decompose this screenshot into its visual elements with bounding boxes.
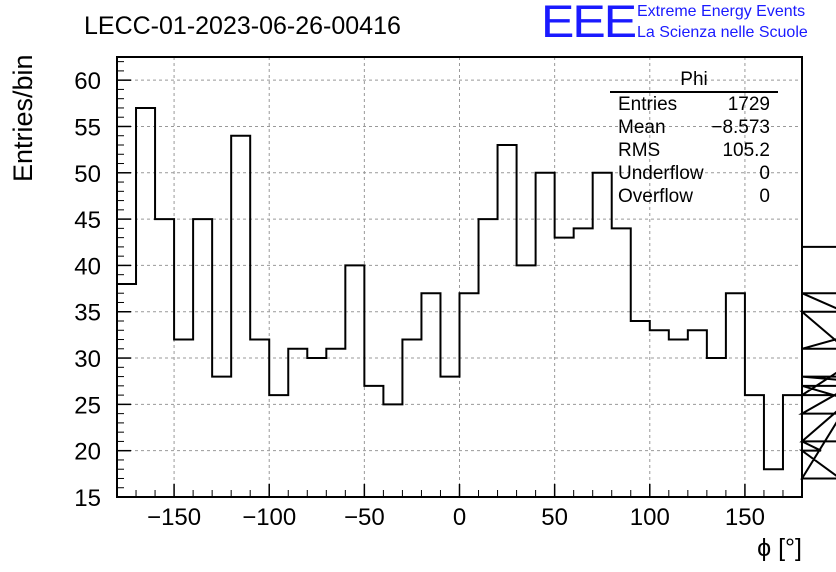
logo-line-1: Extreme Energy Events xyxy=(637,3,806,20)
histogram-bin xyxy=(212,377,231,497)
histogram-bin xyxy=(669,340,688,497)
x-tick-label: 0 xyxy=(453,504,466,531)
chart-title: LECC-01-2023-06-26-00416 xyxy=(84,12,401,40)
x-tick-label: 100 xyxy=(630,504,670,531)
y-tick-label: 50 xyxy=(74,161,101,188)
tick-labels: −150 −100 −50 0 50 100 150 15 20 25 30 35 40 45 50 55 60 xyxy=(74,68,765,531)
histogram-bin xyxy=(383,404,402,497)
stats-label: RMS xyxy=(618,140,661,161)
x-axis-label: ϕ [°] xyxy=(757,534,802,562)
histogram-bin xyxy=(269,395,288,497)
histogram-bin xyxy=(555,238,574,497)
stats-label: Overflow xyxy=(618,186,693,207)
y-tick-label: 30 xyxy=(74,346,101,373)
grid-lines xyxy=(117,57,802,497)
y-tick-label: 45 xyxy=(74,207,101,234)
histogram-bin xyxy=(498,145,517,497)
y-tick-label: 55 xyxy=(74,114,101,141)
stats-value: 0 xyxy=(759,163,770,184)
histogram-bin xyxy=(650,330,669,497)
histogram-bin xyxy=(460,293,479,497)
histogram-bin xyxy=(574,228,593,497)
stats-value: −8.573 xyxy=(711,117,770,138)
histogram-bin xyxy=(517,265,536,497)
x-tick-label: 50 xyxy=(541,504,568,531)
histogram-bin xyxy=(288,349,307,497)
stats-label: Entries xyxy=(618,94,678,115)
x-tick-label: −100 xyxy=(242,504,296,531)
histogram-bin xyxy=(174,340,193,497)
histogram-bin xyxy=(117,284,136,497)
histogram-bin xyxy=(193,219,212,497)
x-tick-label: −150 xyxy=(147,504,201,531)
histogram-bin xyxy=(783,395,802,497)
stats-box: Phi Entries 1729 Mean −8.573 RMS 105.2 U… xyxy=(610,70,778,208)
stats-row-mean: Mean −8.573 xyxy=(610,116,778,139)
histogram-bin xyxy=(364,386,383,497)
y-tick-label: 60 xyxy=(74,68,101,95)
y-axis-label: Entries/bin xyxy=(8,54,38,182)
histogram-bin xyxy=(421,293,440,497)
axis-ticks xyxy=(116,61,803,498)
y-tick-label: 25 xyxy=(74,392,101,419)
histogram-bin xyxy=(745,395,764,497)
histogram-bin xyxy=(536,173,555,497)
histogram-bin xyxy=(155,219,174,497)
histogram-bin xyxy=(612,228,631,497)
histogram-bin xyxy=(307,358,326,497)
stats-label: Mean xyxy=(618,117,666,138)
y-tick-label: 20 xyxy=(74,439,101,466)
histogram-bin xyxy=(345,265,364,497)
y-tick-label: 40 xyxy=(74,253,101,280)
histogram-bin xyxy=(440,377,459,497)
logo-line-2: La Scienza nelle Scuole xyxy=(637,24,808,41)
x-tick-label: 150 xyxy=(725,504,765,531)
histogram-bin xyxy=(688,330,707,497)
histogram-bin xyxy=(707,358,726,497)
stats-value: 0 xyxy=(759,186,770,207)
y-tick-label: 35 xyxy=(74,300,101,327)
stats-label: Underflow xyxy=(618,163,704,184)
histogram-bin xyxy=(479,219,498,497)
stats-row-entries: Entries 1729 xyxy=(610,93,778,116)
histogram-bin xyxy=(231,136,250,497)
histogram-bin xyxy=(402,340,421,497)
eee-logo: EEE xyxy=(541,0,637,47)
histogram-bin xyxy=(136,108,155,497)
stats-value: 105.2 xyxy=(722,140,770,161)
histogram-bin xyxy=(250,340,269,497)
histogram-bin xyxy=(726,293,745,497)
histogram-bin xyxy=(593,173,612,497)
stats-row-underflow: Underflow 0 xyxy=(610,162,778,185)
stats-value: 1729 xyxy=(727,94,770,115)
stats-row-overflow: Overflow 0 xyxy=(610,185,778,208)
stats-title: Phi xyxy=(610,70,778,93)
histogram-bin xyxy=(764,469,783,497)
histogram-bin xyxy=(631,321,650,497)
histogram-bin xyxy=(326,349,345,497)
stats-row-rms: RMS 105.2 xyxy=(610,139,778,162)
y-tick-label: 15 xyxy=(74,485,101,512)
x-tick-label: −50 xyxy=(344,504,385,531)
